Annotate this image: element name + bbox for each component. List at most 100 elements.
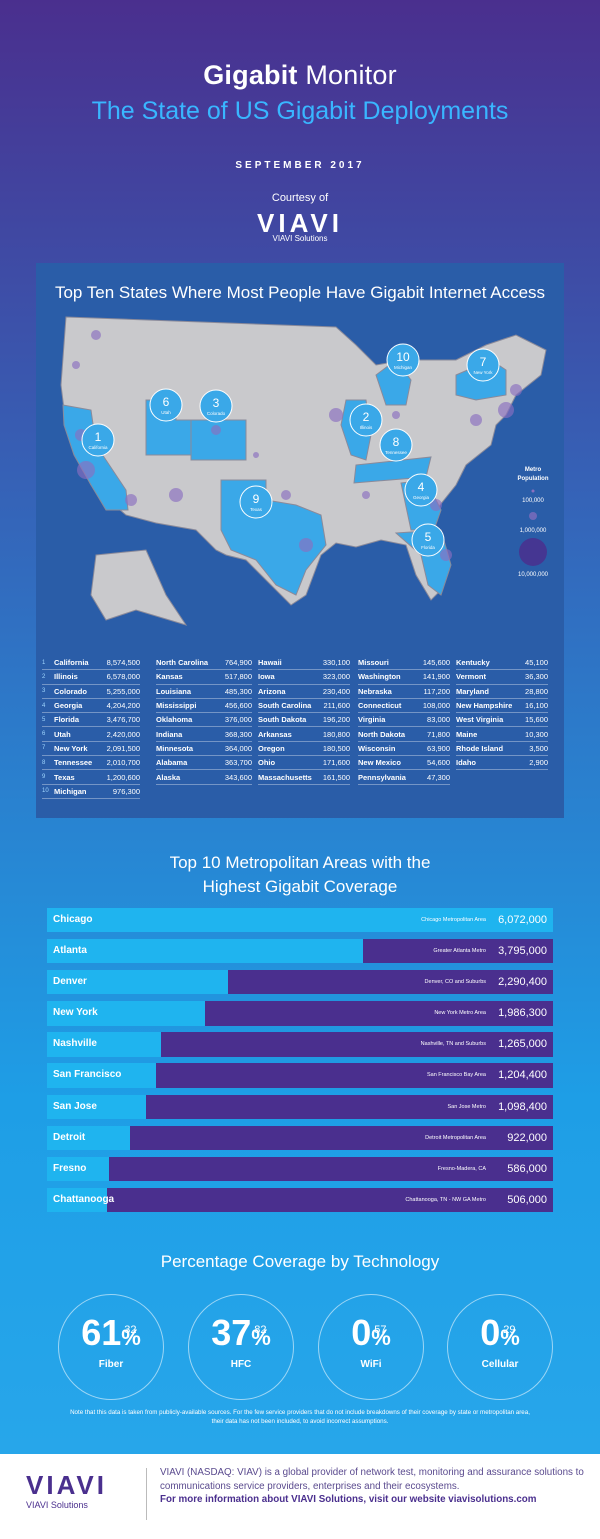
- state-row: 6 Utah 2,420,000: [42, 727, 140, 742]
- state-row: 3 Colorado 5,255,000: [42, 685, 140, 699]
- state-table-col-1: 1 California 8,574,500 2 Illinois 6,578,000 3 C…: [42, 656, 140, 799]
- state-row: Mississippi 456,600: [156, 699, 252, 714]
- state-row: Massachusetts 161,500: [258, 770, 350, 785]
- state-name: Arkansas: [258, 729, 292, 739]
- state-value: 161,500: [322, 772, 350, 782]
- metro-description: New York Metro Area: [434, 1010, 486, 1017]
- marker-rank: 9: [253, 492, 260, 506]
- state-value: 6,578,000: [106, 672, 140, 682]
- state-name: Michigan: [54, 786, 87, 796]
- state-rank: 8: [42, 759, 46, 766]
- state-name: Florida: [54, 715, 80, 725]
- footer-link[interactable]: For more information about VIAVI Solutio…: [160, 1494, 537, 1505]
- page-subtitle: The State of US Gigabit Deployments: [91, 97, 509, 125]
- state-value: 211,600: [323, 701, 350, 711]
- state-name: Ohio: [258, 758, 276, 768]
- footer: VIAVI VIAVI Solutions VIAVI (NASDAQ: VIA…: [0, 1454, 600, 1539]
- metro-description: Denver, CO and Suburbs: [424, 979, 486, 986]
- state-name: Alaska: [156, 772, 181, 782]
- metro-bar-fill: [47, 908, 553, 933]
- legend-dot-small: [531, 489, 535, 493]
- state-row: Ohio 171,600: [258, 756, 350, 771]
- state-name: Idaho: [456, 758, 476, 768]
- legend-dot-medium: [529, 512, 537, 520]
- state-name: Washington: [358, 672, 401, 682]
- metro-bar: Nashville Nashville, TN and Suburbs 1,265,…: [47, 1032, 553, 1057]
- state-value: 364,000: [224, 743, 252, 753]
- state-value: 2,010,700: [106, 758, 140, 768]
- state-row: Louisiana 485,300: [156, 685, 252, 699]
- metro-bar-fill: [47, 970, 228, 995]
- state-value: 10,300: [525, 729, 548, 739]
- state-row: South Carolina 211,600: [258, 699, 350, 714]
- courtesy-label: Courtesy of: [271, 192, 329, 204]
- state-value: 171,600: [322, 758, 350, 768]
- state-value: 54,600: [427, 758, 450, 768]
- state-value: 2,420,000: [106, 729, 140, 739]
- state-row: 9 Texas 1,200,600: [42, 770, 140, 785]
- state-name: Maine: [456, 729, 478, 739]
- state-row: Iowa 323,000: [258, 670, 350, 685]
- metro-bar: San Francisco San Francisco Bay Area 1,204…: [47, 1063, 553, 1088]
- marker-state: Tennessee: [385, 450, 407, 455]
- state-colorado: [190, 419, 247, 461]
- metro-bar-fill: [47, 1001, 205, 1026]
- state-value: 71,800: [427, 729, 450, 739]
- state-row: North Carolina 764,900: [156, 656, 252, 671]
- state-row: Washington 141,900: [358, 670, 450, 685]
- metro-bar-fill: [47, 1032, 161, 1057]
- metro-city: San Francisco: [53, 1069, 122, 1081]
- marker-state: Georgia: [413, 495, 430, 500]
- state-name: Tennessee: [54, 758, 93, 768]
- metro-description: Detroit Metropolitan Area: [425, 1134, 486, 1141]
- metro-title: Top 10 Metropolitan Areas with the Highes…: [169, 853, 431, 896]
- state-value: 517,800: [224, 672, 252, 682]
- state-row: 5 Florida 3,476,700: [42, 713, 140, 728]
- state-name: West Virginia: [456, 715, 504, 725]
- state-value: 764,900: [224, 658, 252, 668]
- metro-bar: Chattanooga Chattanooga, TN - NW GA Metro…: [47, 1187, 553, 1213]
- marker-circle: [411, 523, 445, 557]
- marker-circle: [349, 403, 383, 437]
- state-row: Oregon 180,500: [258, 742, 350, 757]
- state-row: West Virginia 15,600: [456, 713, 548, 728]
- marker-circle: [81, 423, 115, 457]
- state-value: 363,700: [224, 758, 252, 768]
- state-name: North Carolina: [156, 658, 209, 668]
- state-value: 117,200: [423, 686, 450, 696]
- state-value: 8,574,500: [106, 658, 140, 668]
- metro-value: 922,000: [507, 1131, 547, 1144]
- state-name: Pennsylvania: [358, 772, 406, 782]
- metro-bar-chart: Chicago Chicago Metropolitan Area 6,072,00…: [47, 908, 553, 1219]
- state-row: Nebraska 117,200: [358, 685, 450, 699]
- state-name: Oregon: [258, 743, 285, 753]
- state-row: Missouri 145,600: [358, 656, 450, 671]
- metro-description: Chicago Metropolitan Area: [421, 917, 486, 923]
- footer-divider: [146, 1468, 147, 1520]
- metro-bar: Atlanta Greater Atlanta Metro 3,795,000: [47, 939, 553, 964]
- state-name: North Dakota: [358, 729, 406, 739]
- state-name: Louisiana: [156, 686, 192, 696]
- state-value: 145,600: [422, 658, 450, 668]
- tech-circle: 61% .32 Fiber: [58, 1294, 164, 1400]
- tech-value: 37% .82: [211, 1312, 271, 1353]
- state-row: Oklahoma 376,000: [156, 713, 252, 728]
- metro-bar: Chicago Chicago Metropolitan Area 6,072,00…: [47, 908, 553, 933]
- state-value: 376,000: [224, 715, 252, 725]
- marker-circle: [199, 389, 233, 423]
- metro-value: 1,986,300: [498, 1007, 547, 1020]
- state-value: 3,500: [529, 743, 548, 753]
- state-name: Iowa: [258, 672, 275, 682]
- metro-description: Nashville, TN and Suburbs: [420, 1041, 486, 1048]
- metro-value: 586,000: [507, 1162, 547, 1175]
- state-name: Massachusetts: [258, 772, 312, 782]
- state-row: Arkansas 180,800: [258, 727, 350, 742]
- metro-description: Fresno-Madera, CA: [437, 1165, 486, 1172]
- state-row: Kentucky 45,100: [456, 656, 548, 671]
- state-name: Texas: [54, 772, 75, 782]
- tech-label: Fiber: [98, 1359, 124, 1370]
- state-name: South Carolina: [258, 701, 312, 711]
